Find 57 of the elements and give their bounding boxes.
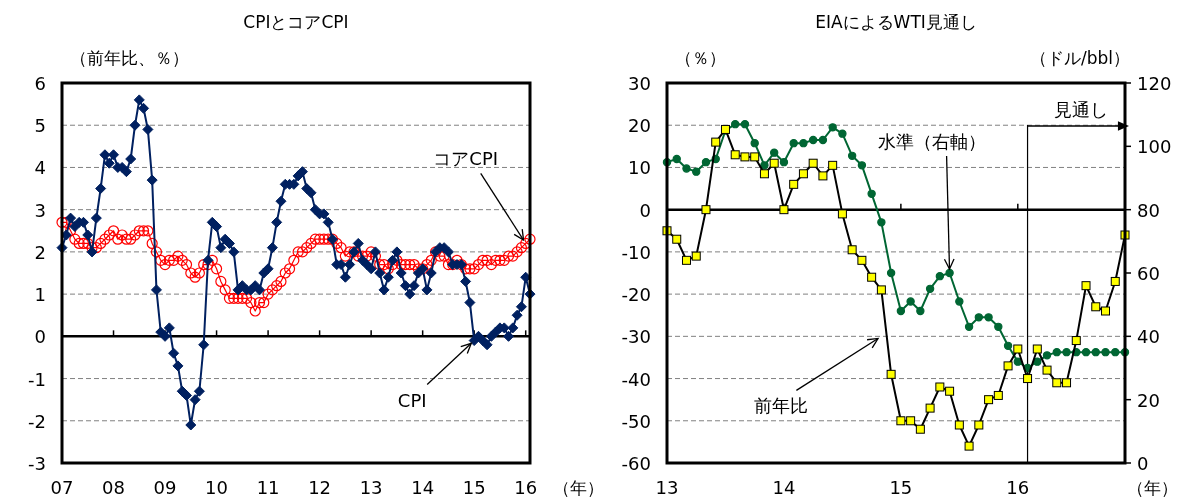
annotation: 水準（右軸） [877, 131, 986, 271]
y-axis-title: （％） [675, 48, 726, 68]
x-tick-label: 14 [411, 477, 435, 498]
y-axis-title: （前年比、％） [70, 48, 189, 68]
annotation: コアCPI [433, 148, 525, 242]
y-tick-label: 10 [628, 157, 651, 179]
x-tick-label: 16 [1006, 477, 1030, 498]
y-tick-label: -3 [28, 453, 46, 474]
y2-tick-label: 40 [1137, 326, 1160, 348]
y2-axis-title: （ドル/bbl） [1029, 48, 1130, 68]
y2-tick-label: 120 [1137, 73, 1172, 94]
y-tick-label: 6 [34, 73, 46, 94]
xlabel: （年） [1126, 478, 1178, 498]
y2-tick-label: 20 [1137, 389, 1160, 411]
x-tick-label: 10 [205, 477, 229, 498]
chart-title: EIAによるWTI見通し [815, 12, 977, 32]
y-tick-label: 5 [34, 115, 46, 137]
x-tick-label: 07 [50, 477, 74, 498]
chart-title: CPIとコアCPI [243, 12, 349, 32]
y-tick-label: -1 [28, 368, 46, 390]
xlabel: （年） [552, 478, 604, 498]
y-tick-label: 20 [628, 115, 651, 137]
annotation: コアCPI [433, 148, 499, 170]
y-tick-label: -20 [621, 284, 651, 306]
x-tick-label: 08 [102, 477, 125, 498]
x-tick-label: 14 [772, 477, 796, 498]
y2-tick-label: 0 [1137, 453, 1149, 474]
x-tick-label: 13 [655, 477, 679, 498]
y-tick-label: 0 [34, 326, 46, 348]
y-tick-label: -50 [621, 410, 651, 432]
y-tick-label: 3 [34, 199, 46, 221]
annotation: 水準（右軸） [877, 131, 986, 152]
x-tick-label: 13 [359, 477, 383, 498]
x-tick-label: 15 [889, 477, 913, 498]
y-tick-label: 2 [34, 241, 46, 263]
x-tick-label: 16 [514, 477, 538, 498]
y-tick-label: 30 [628, 73, 651, 94]
annotation: 前年比 [754, 337, 880, 417]
annotation: CPI [397, 342, 473, 411]
y-tick-label: -60 [621, 453, 651, 474]
y2-tick-label: 80 [1137, 199, 1160, 221]
y-tick-label: -2 [28, 410, 46, 432]
x-tick-label: 15 [462, 477, 486, 498]
x-tick-label: 11 [256, 477, 280, 498]
y-tick-label: 0 [639, 199, 651, 221]
y-tick-label: -30 [621, 326, 651, 348]
y-tick-label: 4 [34, 157, 46, 179]
ref-line-label: 見通し [1054, 99, 1109, 120]
y-tick-label: 1 [34, 284, 46, 306]
x-tick-label: 12 [308, 477, 332, 498]
x-tick-label: 09 [153, 477, 177, 498]
annotation: 前年比 [754, 395, 809, 417]
y2-tick-label: 60 [1137, 263, 1160, 284]
annotation: CPI [397, 389, 427, 411]
y-tick-label: -10 [621, 241, 651, 263]
y-tick-label: -40 [621, 368, 651, 390]
y2-tick-label: 100 [1137, 136, 1172, 158]
